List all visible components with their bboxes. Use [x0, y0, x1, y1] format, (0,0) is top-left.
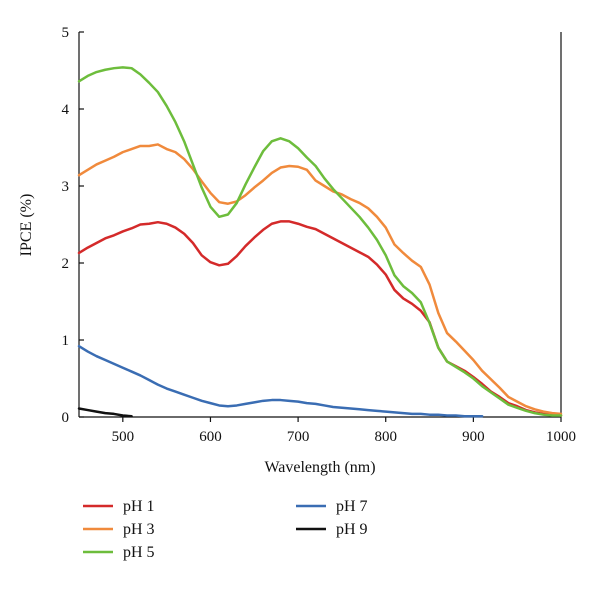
- y-tick-label: 2: [62, 256, 70, 272]
- x-tick-label: 700: [287, 429, 310, 445]
- x-tick-label: 600: [199, 429, 222, 445]
- legend-item-ph-5: pH 5: [83, 544, 155, 561]
- series-line-ph-3: [77, 143, 563, 416]
- x-tick-label: 500: [112, 429, 135, 445]
- legend-label: pH 7: [336, 498, 368, 515]
- legend-item-ph-9: pH 9: [296, 521, 368, 538]
- y-tick-label: 4: [62, 102, 70, 118]
- legend-label: pH 9: [336, 521, 368, 538]
- x-axis-title: Wavelength (nm): [264, 459, 375, 476]
- x-tick-label: 800: [374, 429, 397, 445]
- plot-area: 500 600 700 800 900 1000 0 1 2 3 4 5 Wavelength (n…: [18, 25, 576, 476]
- legend-item-ph-7: pH 7: [296, 498, 368, 515]
- x-tick-label: 1000: [546, 429, 576, 445]
- series-line-ph-9: [77, 407, 133, 418]
- legend-label: pH 3: [123, 521, 155, 538]
- series-line-ph-5: [77, 66, 563, 417]
- series-line-ph-7: [77, 344, 484, 418]
- y-tick-label: 5: [62, 25, 70, 41]
- legend-label: pH 1: [123, 498, 155, 515]
- x-ticks: 500 600 700 800 900 1000: [112, 417, 576, 445]
- series-layer: [77, 66, 563, 418]
- y-tick-label: 1: [62, 333, 70, 349]
- series-line-ph-1: [77, 220, 563, 417]
- y-axis-title: IPCE (%): [18, 194, 35, 257]
- y-tick-label: 3: [62, 179, 70, 195]
- legend-label: pH 5: [123, 544, 155, 561]
- y-tick-label: 0: [62, 410, 70, 426]
- legend-item-ph-1: pH 1: [83, 498, 155, 515]
- legend-item-ph-3: pH 3: [83, 521, 155, 538]
- legend: pH 1 pH 3 pH 5 pH 7 pH 9: [83, 498, 368, 561]
- y-ticks: 0 1 2 3 4 5: [62, 25, 84, 426]
- x-tick-label: 900: [462, 429, 485, 445]
